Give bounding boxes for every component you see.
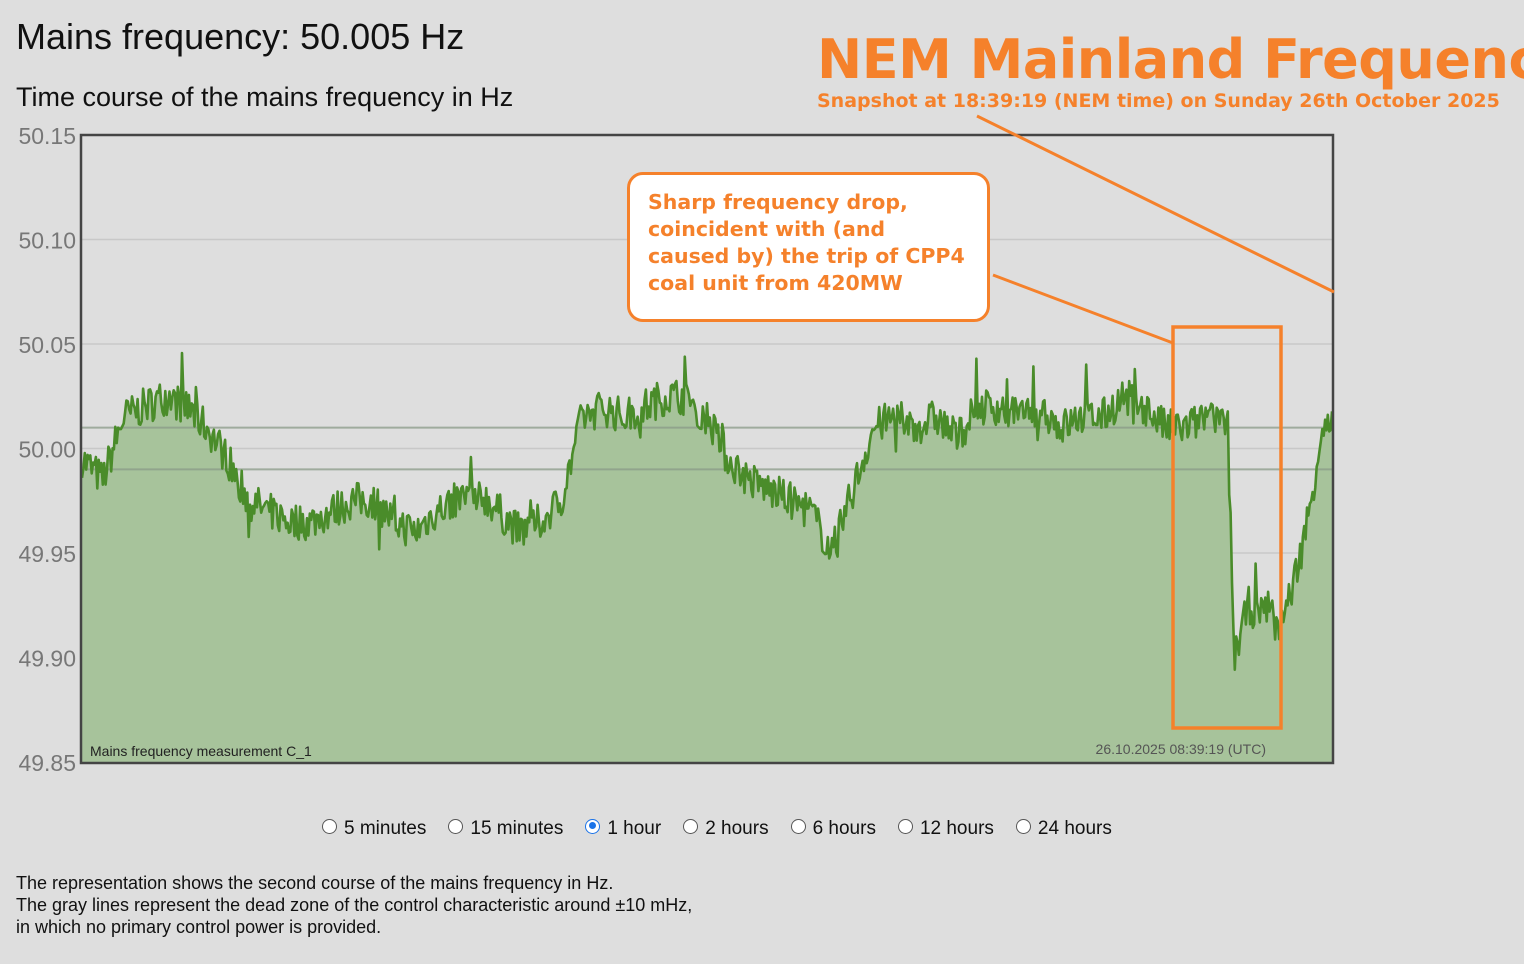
series-label: Mains frequency measurement C_1 bbox=[90, 743, 312, 759]
timeframe-label: 2 hours bbox=[705, 818, 769, 839]
radio-icon[interactable] bbox=[683, 818, 699, 834]
timeframe-label: 5 minutes bbox=[344, 818, 427, 839]
y-tick-label: 50.05 bbox=[18, 332, 76, 358]
y-tick-label: 50.10 bbox=[18, 228, 76, 254]
frequency-area bbox=[82, 353, 1332, 762]
y-axis-ticks: 50.15 50.10 50.05 50.00 49.95 49.90 49.85 bbox=[18, 123, 76, 776]
y-tick-label: 50.00 bbox=[18, 437, 76, 463]
snapshot-pointer bbox=[976, 114, 1335, 294]
radio-icon[interactable] bbox=[448, 818, 464, 834]
timeframe-label: 12 hours bbox=[919, 818, 994, 839]
timeframe-option[interactable]: 6 hours bbox=[790, 818, 876, 840]
chart-description: The representation shows the second cour… bbox=[16, 872, 692, 938]
timeframe-label: 24 hours bbox=[1037, 818, 1112, 839]
y-tick-label: 49.85 bbox=[18, 750, 76, 776]
frequency-chart: 50.15 50.10 50.05 50.00 49.95 49.90 49.85 Main… bbox=[18, 114, 1335, 776]
timeframe-selector: 5 minutes 15 minutes 1 hour 2 hours 6 ho… bbox=[322, 818, 1134, 840]
chart-subtitle: Time course of the mains frequency in Hz bbox=[16, 82, 514, 112]
timeframe-label: 15 minutes bbox=[470, 818, 564, 839]
timeframe-option[interactable]: 12 hours bbox=[897, 818, 994, 840]
timeframe-option[interactable]: 1 hour bbox=[585, 818, 661, 840]
plot-frame bbox=[79, 133, 1335, 765]
annotation-headline: NEM Mainland Frequency bbox=[817, 28, 1524, 91]
radio-icon[interactable] bbox=[897, 818, 913, 834]
annotation-snapshot: Snapshot at 18:39:19 (NEM time) on Sunda… bbox=[817, 90, 1500, 112]
timeframe-option[interactable]: 2 hours bbox=[683, 818, 769, 840]
radio-icon[interactable] bbox=[322, 818, 337, 834]
timeframe-option[interactable]: 24 hours bbox=[1015, 818, 1112, 840]
annotation-callout: Sharp frequency drop, coincident with (a… bbox=[627, 172, 990, 322]
frequency-line bbox=[80, 351, 1334, 671]
drop-highlight-box bbox=[1171, 325, 1283, 730]
radio-icon[interactable] bbox=[790, 818, 806, 834]
description-line: in which no primary control power is pro… bbox=[16, 917, 382, 937]
description-line: The gray lines represent the dead zone o… bbox=[16, 895, 693, 915]
callout-pointer bbox=[992, 273, 1174, 345]
y-tick-label: 49.95 bbox=[18, 541, 76, 567]
timeframe-option[interactable]: 15 minutes bbox=[448, 818, 563, 840]
timeframe-option[interactable]: 5 minutes bbox=[322, 818, 426, 840]
y-tick-label: 50.15 bbox=[18, 123, 76, 149]
y-tick-label: 49.90 bbox=[18, 646, 76, 672]
timeframe-label: 6 hours bbox=[812, 818, 876, 839]
timeframe-label: 1 hour bbox=[607, 818, 662, 839]
timestamp-label: 26.10.2025 08:39:19 (UTC) bbox=[1096, 741, 1266, 757]
radio-icon[interactable] bbox=[1015, 818, 1031, 834]
description-line: The representation shows the second cour… bbox=[16, 873, 614, 893]
page-title: Mains frequency: 50.005 Hz bbox=[16, 16, 465, 57]
radio-selected-icon[interactable] bbox=[585, 818, 601, 834]
